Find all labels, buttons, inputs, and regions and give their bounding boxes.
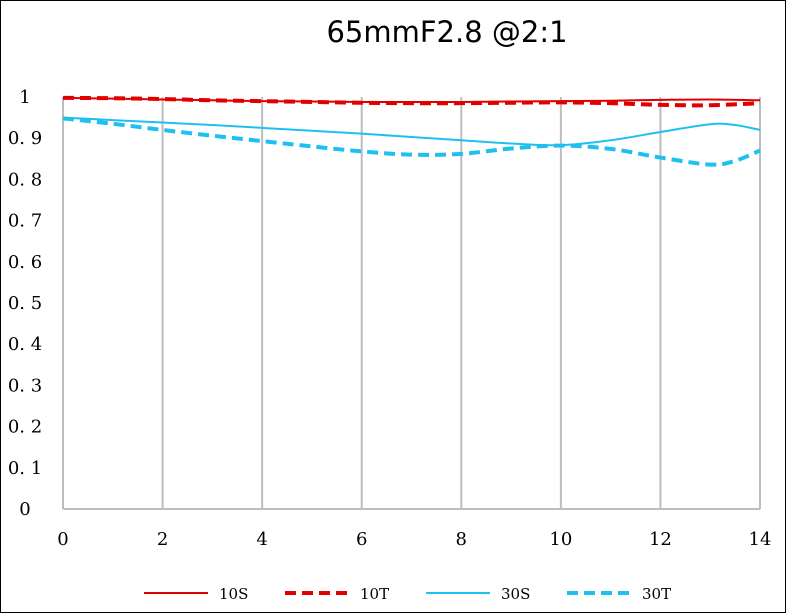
series-line-30t bbox=[62, 116, 761, 167]
x-tick-label: 10 bbox=[549, 529, 572, 550]
x-tick-label: 12 bbox=[649, 529, 672, 550]
y-tick-label: 1 bbox=[19, 87, 30, 108]
legend-label-30t: 30T bbox=[642, 585, 671, 603]
legend-label-10s: 10S bbox=[219, 585, 248, 603]
y-tick-label: 0 bbox=[19, 499, 30, 520]
y-tick-label: 0. 8 bbox=[8, 169, 42, 190]
x-tick-label: 0 bbox=[57, 529, 68, 550]
y-tick-label: 0. 5 bbox=[8, 293, 42, 314]
chart-title: 65mmF2.8 @2:1 bbox=[326, 15, 567, 49]
tick-labels: 0 2 4 6 8 10 12 14 0 0. 1 0. 2 0. 3 0. 4 0. 5 0. 6 0. 7… bbox=[8, 87, 772, 550]
x-tick-label: 6 bbox=[356, 529, 367, 550]
legend-label-10t: 10T bbox=[360, 585, 389, 603]
legend-label-30s: 30S bbox=[501, 585, 530, 603]
y-tick-label: 0. 7 bbox=[8, 211, 42, 232]
y-tick-label: 0. 4 bbox=[8, 334, 42, 355]
y-tick-label: 0. 2 bbox=[8, 417, 42, 438]
x-tick-label: 8 bbox=[456, 529, 467, 550]
y-tick-label: 0. 9 bbox=[8, 128, 42, 149]
y-tick-label: 0. 6 bbox=[8, 252, 42, 273]
x-tick-label: 2 bbox=[157, 529, 168, 550]
y-tick-label: 0. 3 bbox=[8, 375, 42, 396]
x-tick-label: 14 bbox=[749, 529, 772, 550]
grid-layer bbox=[62, 97, 761, 510]
series-line-30s bbox=[62, 116, 761, 147]
legend: 10S 10T 30S 30T bbox=[144, 585, 671, 603]
series-layer bbox=[62, 95, 761, 167]
x-tick-label: 4 bbox=[256, 529, 267, 550]
y-tick-label: 0. 1 bbox=[8, 458, 42, 479]
series-line-10t bbox=[62, 95, 761, 108]
